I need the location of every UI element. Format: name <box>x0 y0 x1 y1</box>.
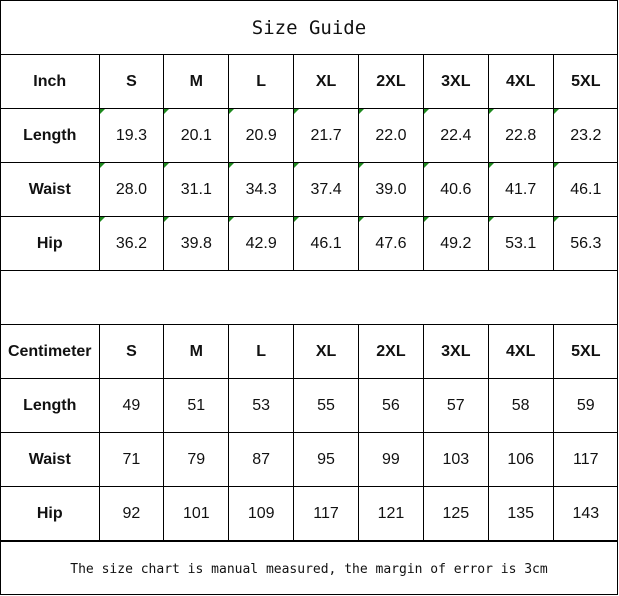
measurement-cell: 87 <box>228 432 295 487</box>
size-header-m: M <box>163 55 230 109</box>
unit-header: Inch <box>1 55 100 109</box>
measurement-cell: 22.4 <box>422 108 489 163</box>
measurement-cell: 95 <box>293 432 359 487</box>
measurement-cell: 21.7 <box>293 108 359 163</box>
measurement-cell: 101 <box>163 486 230 541</box>
row-label-waist: Waist <box>1 432 100 487</box>
measurement-cell: 20.1 <box>163 108 230 163</box>
size-header-2xl: 2XL <box>358 325 424 379</box>
measurement-cell: 22.8 <box>487 108 554 163</box>
measurement-cell: 125 <box>422 486 489 541</box>
table-row: Length 19.3 20.1 20.9 21.7 22.0 22.4 22.8 23.2 <box>1 108 618 163</box>
measurement-cell: 103 <box>422 432 489 487</box>
measurement-cell: 20.9 <box>228 108 295 163</box>
measurement-cell: 53 <box>228 378 295 433</box>
unit-header: Centimeter <box>1 325 100 379</box>
measurement-cell: 46.1 <box>552 162 618 217</box>
measurement-cell: 53.1 <box>487 216 554 271</box>
measurement-cell: 31.1 <box>163 162 230 217</box>
size-header-m: M <box>163 325 230 379</box>
measurement-cell: 56.3 <box>552 216 618 271</box>
row-label-hip: Hip <box>1 216 100 271</box>
size-header-3xl: 3XL <box>422 55 489 109</box>
measurement-cell: 56 <box>358 378 424 433</box>
measurement-cell: 57 <box>422 378 489 433</box>
measurement-cell: 47.6 <box>358 216 424 271</box>
measurement-cell: 117 <box>293 486 359 541</box>
measurement-cell: 59 <box>552 378 618 433</box>
size-header-xl: XL <box>293 55 359 109</box>
measurement-cell: 121 <box>358 486 424 541</box>
measurement-cell: 109 <box>228 486 295 541</box>
size-header-5xl: 5XL <box>552 325 618 379</box>
inch-table: Inch S M L XL 2XL 3XL 4XL 5XL Length 19.3 20.1 20.9 2… <box>1 55 618 271</box>
measurement-cell: 99 <box>358 432 424 487</box>
measurement-cell: 22.0 <box>358 108 424 163</box>
row-label-length: Length <box>1 108 100 163</box>
measurement-cell: 19.3 <box>98 108 165 163</box>
measurement-cell: 23.2 <box>552 108 618 163</box>
size-header-2xl: 2XL <box>358 55 424 109</box>
table-row: Hip 92 101 109 117 121 125 135 143 <box>1 486 618 541</box>
size-header-4xl: 4XL <box>487 55 554 109</box>
centimeter-table: Centimeter S M L XL 2XL 3XL 4XL 5XL Length 49 51 53 5… <box>1 325 618 541</box>
measurement-cell: 49 <box>98 378 165 433</box>
measurement-cell: 135 <box>487 486 554 541</box>
spacer-row <box>1 271 617 325</box>
measurement-cell: 92 <box>98 486 165 541</box>
measurement-cell: 49.2 <box>422 216 489 271</box>
size-header-xl: XL <box>293 325 359 379</box>
measurement-cell: 46.1 <box>293 216 359 271</box>
size-header-5xl: 5XL <box>552 55 618 109</box>
header-row: Inch S M L XL 2XL 3XL 4XL 5XL <box>1 55 618 109</box>
measurement-cell: 106 <box>487 432 554 487</box>
table-row: Hip 36.2 39.8 42.9 46.1 47.6 49.2 53.1 56.3 <box>1 216 618 271</box>
table-row: Waist 28.0 31.1 34.3 37.4 39.0 40.6 41.7 46.1 <box>1 162 618 217</box>
size-header-4xl: 4XL <box>487 325 554 379</box>
size-header-l: L <box>228 55 295 109</box>
measurement-cell: 37.4 <box>293 162 359 217</box>
size-header-s: S <box>98 55 165 109</box>
measurement-cell: 71 <box>98 432 165 487</box>
size-header-3xl: 3XL <box>422 325 489 379</box>
size-header-l: L <box>228 325 295 379</box>
measurement-note: The size chart is manual measured, the m… <box>1 541 617 596</box>
measurement-cell: 39.8 <box>163 216 230 271</box>
measurement-cell: 39.0 <box>358 162 424 217</box>
header-row: Centimeter S M L XL 2XL 3XL 4XL 5XL <box>1 325 618 379</box>
measurement-cell: 34.3 <box>228 162 295 217</box>
measurement-cell: 40.6 <box>422 162 489 217</box>
size-header-s: S <box>98 325 165 379</box>
measurement-cell: 143 <box>552 486 618 541</box>
measurement-cell: 42.9 <box>228 216 295 271</box>
measurement-cell: 41.7 <box>487 162 554 217</box>
measurement-cell: 36.2 <box>98 216 165 271</box>
measurement-cell: 58 <box>487 378 554 433</box>
row-label-length: Length <box>1 378 100 433</box>
measurement-cell: 79 <box>163 432 230 487</box>
measurement-cell: 51 <box>163 378 230 433</box>
measurement-cell: 55 <box>293 378 359 433</box>
row-label-waist: Waist <box>1 162 100 217</box>
table-row: Length 49 51 53 55 56 57 58 59 <box>1 378 618 433</box>
row-label-hip: Hip <box>1 486 100 541</box>
measurement-cell: 117 <box>552 432 618 487</box>
table-row: Waist 71 79 87 95 99 103 106 117 <box>1 432 618 487</box>
size-guide-title: Size Guide <box>1 1 617 55</box>
measurement-cell: 28.0 <box>98 162 165 217</box>
